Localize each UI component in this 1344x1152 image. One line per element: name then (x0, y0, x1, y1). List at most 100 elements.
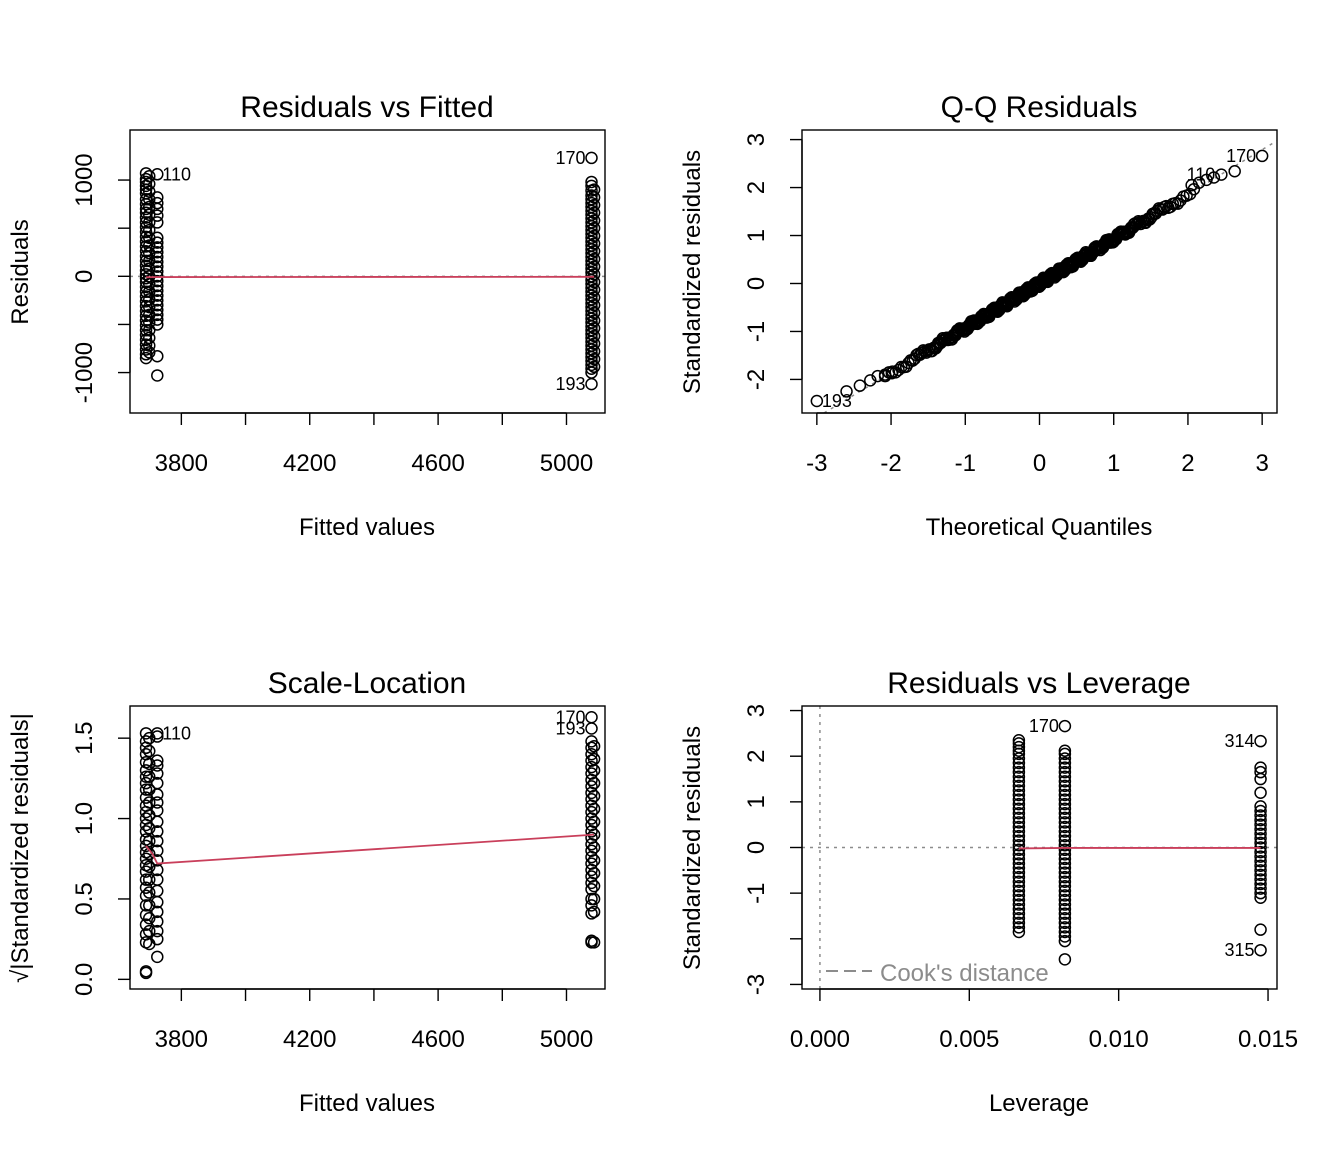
data-point (585, 377, 598, 391)
data-point (1058, 802, 1072, 815)
data-point (1058, 861, 1072, 875)
x-tick-label: 5000 (540, 450, 593, 477)
data-point (143, 208, 156, 221)
data-point (1254, 859, 1267, 873)
data-point (143, 177, 156, 191)
data-point (840, 385, 853, 398)
data-point (143, 937, 156, 951)
data-point (151, 202, 164, 216)
data-point (1012, 857, 1026, 870)
data-point (1012, 866, 1026, 879)
data-point (1058, 953, 1072, 966)
data-point (587, 275, 601, 289)
data-point (1058, 761, 1072, 774)
y-axis-label: Standardized residuals (679, 726, 706, 970)
y-tick-label: 1000 (71, 153, 98, 206)
data-point (864, 374, 877, 387)
data-point (1254, 818, 1267, 831)
data-point (1254, 864, 1267, 877)
data-point (1254, 850, 1267, 863)
data-point (143, 346, 156, 359)
data-point (143, 860, 156, 874)
data-point (587, 206, 601, 220)
data-point (143, 293, 156, 306)
data-point (587, 322, 601, 335)
y-tick-label: 3 (743, 704, 770, 717)
data-point (151, 915, 164, 928)
data-point (587, 802, 601, 816)
data-point (585, 907, 598, 920)
data-point (1058, 797, 1072, 811)
y-tick-label: 2 (743, 181, 770, 194)
data-point (587, 739, 601, 753)
data-point (143, 912, 156, 925)
data-point (1012, 907, 1026, 920)
data-point (1058, 816, 1072, 829)
x-tick-label: 4600 (411, 450, 464, 477)
data-point (878, 368, 892, 381)
data-point (1012, 889, 1026, 902)
data-point (587, 298, 601, 312)
data-point (1058, 744, 1072, 757)
data-point (587, 214, 601, 227)
data-point (1185, 178, 1198, 192)
data-point (1058, 838, 1072, 852)
data-point (1254, 882, 1267, 895)
x-tick-label: -3 (806, 450, 827, 477)
data-point (139, 764, 153, 777)
data-point (587, 237, 601, 250)
data-point (151, 231, 164, 245)
plot-marks: 3800 4200 4600 5000 -1000 0 1000 110 170 193 (71, 129, 606, 477)
x-tick-label: 4600 (411, 1026, 464, 1053)
data-point (1058, 893, 1072, 907)
data-point (1192, 176, 1206, 190)
point-label: 170 (1029, 716, 1059, 736)
data-point (587, 329, 601, 343)
data-point (1255, 149, 1269, 163)
data-point (139, 918, 153, 931)
point-label: 170 (1226, 146, 1256, 166)
data-point (1058, 898, 1072, 911)
data-point (151, 754, 164, 767)
data-point (587, 314, 601, 327)
data-point (143, 316, 156, 329)
data-point (151, 804, 164, 817)
data-point (143, 246, 156, 260)
data-point (143, 834, 156, 848)
data-point (151, 209, 164, 222)
data-point (1160, 199, 1173, 213)
data-point (151, 260, 164, 273)
data-point (1012, 898, 1026, 911)
x-tick-label: -2 (880, 450, 901, 477)
data-point (1254, 772, 1267, 786)
data-point (143, 223, 156, 237)
data-point (587, 268, 601, 281)
data-point (151, 932, 164, 946)
data-point (151, 289, 164, 302)
point-label: 314 (1225, 731, 1255, 751)
data-point (151, 298, 164, 312)
data-point (585, 741, 598, 755)
x-tick-label: 0.000 (790, 1026, 850, 1053)
data-point (1254, 891, 1267, 904)
data-point (1012, 744, 1026, 757)
data-point (1058, 788, 1072, 802)
data-point (1200, 173, 1213, 187)
data-point (151, 369, 164, 382)
data-point (587, 841, 601, 854)
data-point (1254, 813, 1267, 827)
point-label: 193 (555, 374, 585, 394)
point-label: 193 (555, 719, 585, 739)
x-tick-label: 0.010 (1089, 1026, 1149, 1053)
data-point (585, 711, 598, 724)
data-point (1058, 825, 1072, 838)
data-point (1058, 752, 1072, 765)
data-point (587, 866, 601, 880)
y-tick-label: 0.0 (71, 963, 98, 996)
data-point (1058, 930, 1072, 943)
data-point (1058, 829, 1072, 843)
data-point (151, 844, 164, 857)
data-point (1058, 834, 1072, 847)
plot-frame (129, 129, 606, 414)
x-tick-label: 0.005 (939, 1026, 999, 1053)
